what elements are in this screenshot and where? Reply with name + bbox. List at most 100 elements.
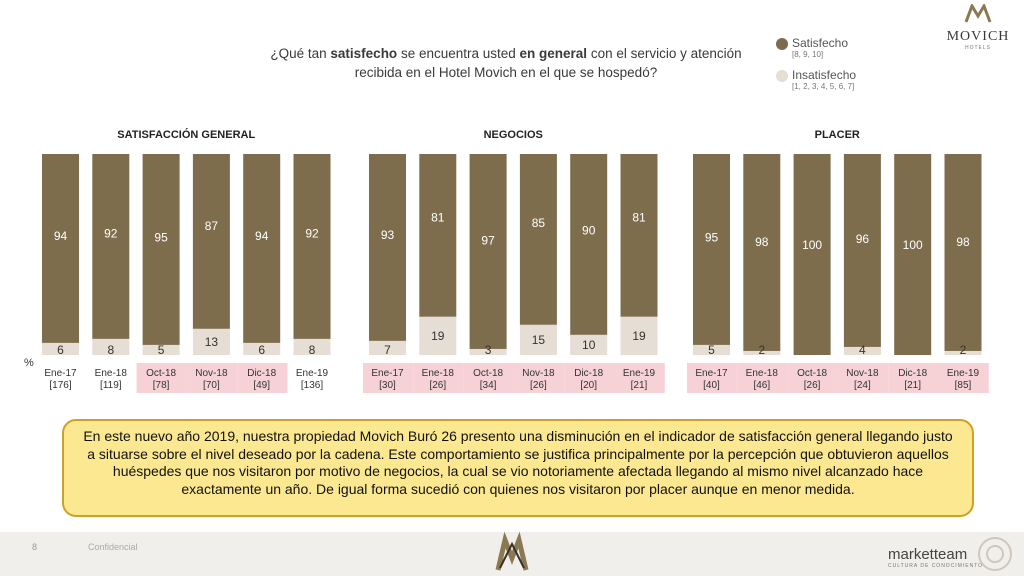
footer: 8 Confidencial marketteam CULTURA DE CON… (0, 532, 1024, 576)
legend-item-satisfied: Satisfecho [8, 9, 10] (776, 36, 926, 60)
base-label: [119] (100, 380, 122, 391)
value-label-satisfied: 100 (802, 238, 822, 252)
value-label-satisfied: 87 (205, 219, 219, 233)
value-label-unsatisfied: 6 (57, 343, 64, 357)
bar-unsatisfied (92, 338, 130, 355)
period-highlight (136, 363, 187, 393)
category-label: Oct-18 (146, 368, 176, 379)
value-label-satisfied: 100 (903, 238, 923, 252)
chart-title: SATISFACCIÓN GENERAL (117, 128, 255, 141)
bar-satisfied (944, 154, 982, 351)
base-label: [24] (854, 380, 871, 391)
value-label-unsatisfied: 8 (107, 343, 114, 357)
bar-satisfied (894, 154, 932, 355)
base-label: [34] (480, 380, 497, 391)
period-highlight (186, 363, 238, 393)
logo-text: MOVICH (946, 29, 1010, 44)
satisfaction-charts: SATISFACCIÓN GENERAL%946Ene-17[176]928En… (24, 128, 989, 393)
period-highlight (737, 363, 788, 393)
base-label: [49] (253, 380, 270, 391)
period-highlight (687, 363, 738, 393)
period-highlight (237, 363, 288, 393)
period-highlight (513, 363, 565, 393)
bar-unsatisfied (743, 350, 781, 355)
bar-satisfied (419, 154, 457, 317)
value-label-unsatisfied: 3 (485, 343, 492, 357)
category-label: Dic-18 (574, 368, 603, 379)
value-label-unsatisfied: 2 (758, 343, 765, 357)
summary-box: En este nuevo año 2019, nuestra propieda… (62, 419, 974, 517)
category-label: Ene-19 (947, 368, 980, 379)
bar-satisfied (293, 154, 331, 339)
category-label: Ene-17 (44, 368, 77, 379)
legend-swatch-unsatisfied (776, 70, 788, 82)
category-label: Ene-18 (746, 368, 779, 379)
marketteam-tagline: CULTURA DE CONOCIMIENTO (888, 563, 984, 569)
value-label-unsatisfied: 13 (205, 335, 219, 349)
bar-satisfied (793, 154, 831, 355)
period-highlight (787, 363, 838, 393)
value-label-satisfied: 94 (54, 229, 68, 243)
value-label-unsatisfied: 5 (708, 343, 715, 357)
base-label: [20] (580, 380, 597, 391)
category-label: Ene-18 (422, 368, 455, 379)
category-label: Ene-19 (296, 368, 329, 379)
period-highlight (463, 363, 514, 393)
value-label-unsatisfied: 6 (258, 343, 265, 357)
bar-satisfied (743, 154, 781, 351)
category-label: Oct-18 (797, 368, 827, 379)
unit-label: % (24, 357, 34, 369)
bar-unsatisfied (192, 328, 230, 355)
value-label-satisfied: 93 (381, 228, 395, 242)
bar-unsatisfied (293, 338, 331, 355)
value-label-unsatisfied: 2 (960, 343, 967, 357)
value-label-unsatisfied: 8 (309, 343, 316, 357)
bar-satisfied (570, 154, 608, 335)
bar-satisfied (42, 154, 79, 343)
bar-satisfied (693, 154, 730, 345)
category-label: Dic-18 (247, 368, 276, 379)
base-label: [46] (753, 380, 770, 391)
category-label: Ene-17 (695, 368, 728, 379)
bar-unsatisfied (142, 344, 180, 355)
base-label: [70] (203, 380, 220, 391)
survey-question: ¿Qué tan satisfecho se encuentra usted e… (270, 46, 742, 80)
logo-subtext: HOTELS (964, 45, 991, 51)
period-highlight (614, 363, 665, 393)
base-label: [30] (379, 380, 396, 391)
value-label-unsatisfied: 4 (859, 343, 866, 357)
category-label: Nov-18 (195, 368, 228, 379)
base-label: [85] (955, 380, 972, 391)
value-label-satisfied: 98 (755, 235, 769, 249)
legend-swatch-satisfied (776, 38, 788, 50)
value-label-unsatisfied: 5 (158, 343, 165, 357)
marketteam-logo: marketteam (888, 546, 968, 563)
base-label: [78] (153, 380, 170, 391)
bar-satisfied (192, 154, 230, 329)
bar-unsatisfied (693, 344, 730, 355)
chart-title: PLACER (815, 129, 860, 141)
category-label: Ene-18 (95, 368, 128, 379)
value-label-satisfied: 97 (481, 234, 495, 248)
value-label-satisfied: 90 (582, 223, 596, 237)
value-label-satisfied: 96 (856, 232, 870, 246)
bar-satisfied (243, 154, 281, 343)
value-label-unsatisfied: 19 (431, 329, 445, 343)
base-label: [136] (301, 380, 323, 391)
base-label: [26] (530, 380, 547, 391)
category-label: Nov-18 (846, 368, 879, 379)
value-label-unsatisfied: 10 (582, 338, 596, 352)
base-label: [26] (429, 380, 446, 391)
bar-satisfied (843, 154, 881, 347)
bar-satisfied (620, 154, 658, 317)
period-highlight (837, 363, 889, 393)
page-number: 8 (32, 542, 38, 552)
value-label-satisfied: 95 (154, 231, 168, 245)
value-label-satisfied: 81 (632, 210, 646, 224)
base-label: [176] (49, 380, 71, 391)
confidential-label: Confidencial (88, 542, 138, 552)
bar-unsatisfied (469, 348, 507, 355)
period-highlight (413, 363, 464, 393)
chart-legend: Satisfecho [8, 9, 10] Insatisfecho [1, 2… (776, 36, 926, 100)
bar-satisfied (469, 154, 507, 349)
